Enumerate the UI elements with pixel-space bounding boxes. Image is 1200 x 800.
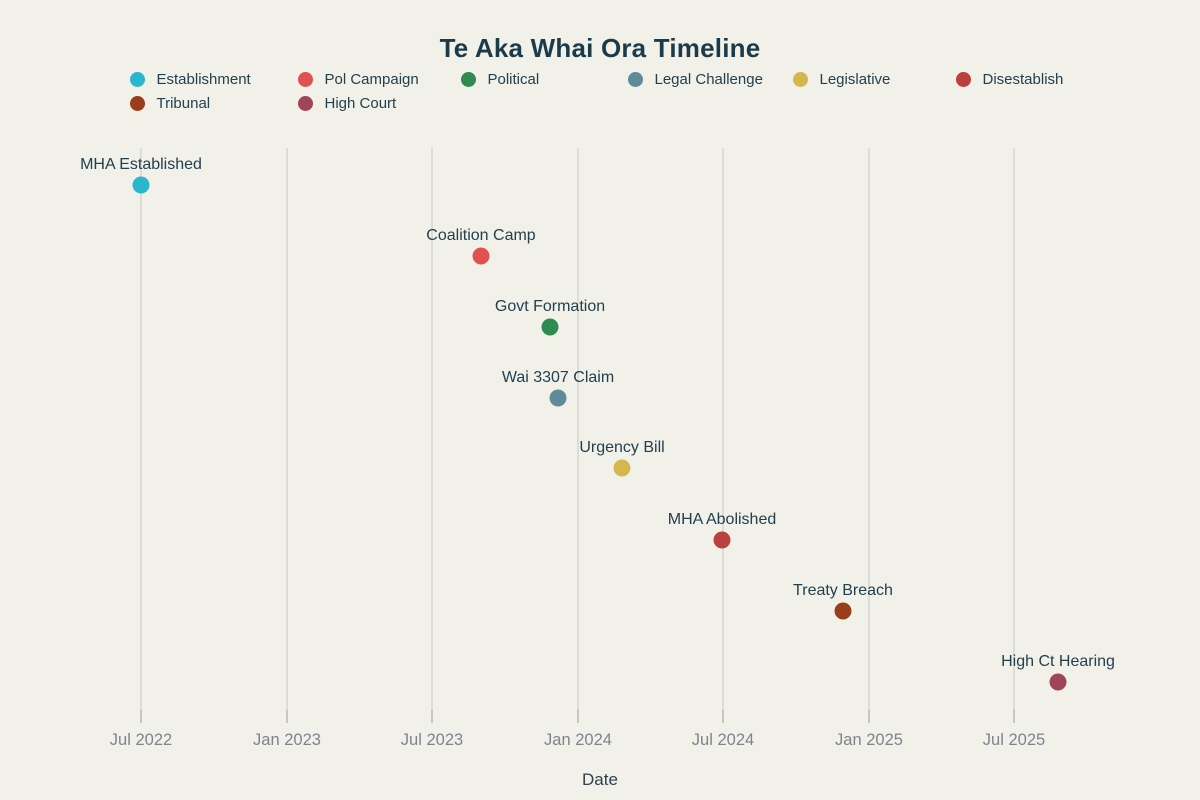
x-tick-label: Jan 2025 <box>835 731 903 749</box>
gridline <box>868 148 870 710</box>
event-label: Coalition Camp <box>426 227 536 244</box>
gridline <box>577 148 579 710</box>
legend-color-dot-icon <box>129 95 145 111</box>
axis-tick <box>1013 710 1015 723</box>
x-tick-label: Jan 2023 <box>253 731 321 749</box>
event-point-urgency-bill <box>613 459 631 477</box>
legend-color-dot-icon <box>955 71 971 87</box>
legend-item-high-court: High Court <box>297 92 397 114</box>
x-tick-label: Jul 2025 <box>982 731 1046 749</box>
legend-color-dot-icon <box>792 71 808 87</box>
event-point-mha-established <box>132 176 150 194</box>
axis-tick <box>577 710 579 723</box>
event-point-coalition-camp <box>472 247 490 265</box>
legend-color-dot-icon <box>297 71 313 87</box>
legend-color-dot-icon <box>297 95 313 111</box>
event-label: MHA Abolished <box>667 511 777 528</box>
x-tick-label: Jul 2022 <box>109 731 173 749</box>
event-point-govt-formation <box>541 318 559 336</box>
axis-tick <box>140 710 142 723</box>
event-point-mha-abolished <box>713 531 731 549</box>
axis-tick <box>286 710 288 723</box>
legend-item-label: Political <box>487 70 540 88</box>
gridline <box>140 148 142 710</box>
event-point-high-ct-hearing <box>1049 673 1067 691</box>
axis-tick <box>722 710 724 723</box>
gridline <box>722 148 724 710</box>
event-label: High Ct Hearing <box>1001 653 1115 670</box>
legend-item-label: Pol Campaign <box>324 70 419 88</box>
gridline <box>1013 148 1015 710</box>
x-tick-label: Jul 2024 <box>691 731 755 749</box>
event-point-wai-3307-claim <box>549 389 567 407</box>
legend-item-disestablish: Disestablish <box>955 68 1064 90</box>
gridline <box>286 148 288 710</box>
legend-item-establishment: Establishment <box>129 68 251 90</box>
event-label: Govt Formation <box>494 298 606 315</box>
legend-item-legal-challenge: Legal Challenge <box>627 68 763 90</box>
legend-item-label: Legislative <box>819 70 891 88</box>
gridline <box>431 148 433 710</box>
x-tick-label: Jan 2024 <box>544 731 612 749</box>
event-label: MHA Established <box>80 156 202 173</box>
chart-title: Te Aka Whai Ora Timeline <box>439 33 761 63</box>
legend-color-dot-icon <box>460 71 476 87</box>
legend-item-legislative: Legislative <box>792 68 891 90</box>
legend-item-pol-campaign: Pol Campaign <box>297 68 419 90</box>
axis-tick <box>431 710 433 723</box>
legend-item-label: Establishment <box>156 70 251 88</box>
legend-item-label: High Court <box>324 94 397 112</box>
x-axis-label: Date <box>582 770 618 789</box>
x-tick-label: Jul 2023 <box>400 731 464 749</box>
event-label: Treaty Breach <box>793 582 893 599</box>
event-label: Urgency Bill <box>579 439 665 456</box>
legend-item-label: Legal Challenge <box>654 70 763 88</box>
legend-item-political: Political <box>460 68 540 90</box>
legend-color-dot-icon <box>129 71 145 87</box>
event-label: Wai 3307 Claim <box>501 369 615 386</box>
legend-item-tribunal: Tribunal <box>129 92 211 114</box>
legend-color-dot-icon <box>627 71 643 87</box>
legend-item-label: Tribunal <box>156 94 211 112</box>
axis-tick <box>868 710 870 723</box>
legend-item-label: Disestablish <box>982 70 1064 88</box>
event-point-treaty-breach <box>834 602 852 620</box>
